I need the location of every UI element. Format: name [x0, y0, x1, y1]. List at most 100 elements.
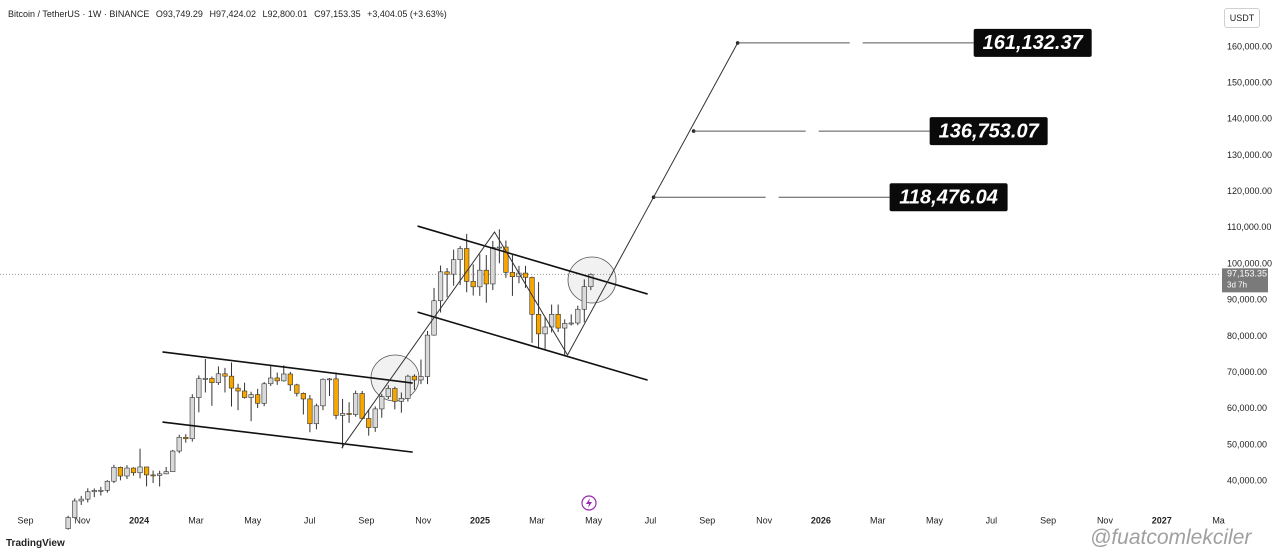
candle-body: [581, 286, 587, 310]
candle-body: [405, 375, 411, 399]
target-box: [929, 117, 1048, 146]
candle-body: [91, 490, 97, 493]
candle-body: [366, 418, 372, 428]
candle-body: [300, 393, 306, 400]
candle-body: [189, 397, 195, 440]
candle-body: [549, 314, 555, 328]
target-label: 161,132.37: [983, 32, 1084, 54]
candle-body: [575, 308, 581, 324]
candle-body: [562, 323, 568, 329]
x-tick-label: Nov: [415, 515, 432, 525]
candle-body: [255, 394, 261, 404]
y-tick-label: 140,000.00: [1227, 114, 1272, 124]
change: +3,404.05 (+3.63%): [367, 9, 447, 19]
trendline: [417, 311, 648, 381]
x-tick-label: Mar: [188, 515, 204, 525]
x-tick-label: Mar: [870, 515, 886, 525]
last-price-badge: [1222, 268, 1268, 293]
candle-body: [496, 246, 502, 249]
candle-body: [235, 387, 241, 392]
currency-button[interactable]: USDT: [1224, 8, 1260, 28]
low: L92,800.01: [262, 9, 308, 19]
candle-body: [326, 378, 333, 381]
candle-body: [372, 408, 378, 428]
x-tick-label: Jul: [304, 515, 316, 525]
candle-body: [437, 271, 444, 302]
candle-body: [183, 436, 189, 440]
candle-body: [320, 378, 326, 407]
x-tick-label: Nov: [756, 515, 773, 525]
candle-body: [555, 314, 561, 329]
candle-body: [418, 376, 424, 381]
x-tick-label: May: [926, 515, 944, 525]
close: C97,153.35: [314, 9, 361, 19]
projection-path: [341, 42, 739, 449]
x-tick-label: Mar: [529, 515, 545, 525]
event-icon-bolt: [586, 498, 592, 508]
trendline: [417, 225, 648, 295]
plot: 40,000.00 50,000.00 60,000.00 70,000.00 80,0…: [0, 28, 1272, 530]
candle-body: [98, 489, 104, 492]
candle-body: [353, 393, 359, 415]
candle-body: [137, 466, 143, 474]
candle-body: [313, 405, 320, 425]
candle-body: [228, 375, 235, 389]
x-tick-label: 2024: [129, 515, 149, 525]
candle-body: [209, 378, 215, 383]
y-tick-label: 90,000.00: [1227, 295, 1267, 305]
candle-body: [202, 378, 208, 380]
x-tick-label: Sep: [358, 515, 374, 525]
candle-body: [333, 378, 339, 416]
candle-body: [196, 378, 202, 398]
y-tick-label: 100,000.00: [1227, 258, 1272, 268]
candle-body: [477, 269, 483, 288]
x-tick-label: Nov: [74, 515, 91, 525]
trendline: [162, 351, 413, 384]
y-tick-label: 110,000.00: [1227, 222, 1271, 232]
candle-body: [287, 373, 293, 386]
last-price-label: 97,153.35: [1227, 269, 1267, 279]
candle-body: [509, 272, 516, 278]
high: H97,424.02: [209, 9, 256, 19]
header: Bitcoin / TetherUS · 1W · BINANCE O93,74…: [8, 9, 451, 19]
target-box: [973, 28, 1092, 57]
brand[interactable]: TradingView: [6, 538, 65, 549]
open: O93,749.29: [155, 9, 203, 19]
candle-body: [346, 413, 352, 415]
x-tick-label: Jul: [986, 515, 998, 525]
x-tick-label: Sep: [18, 515, 34, 525]
target-box: [889, 183, 1008, 212]
x-tick-label: May: [244, 515, 262, 525]
y-tick-label: 120,000.00: [1227, 186, 1272, 196]
candle-body: [85, 491, 91, 500]
candle-body: [65, 517, 71, 529]
candle-body: [78, 498, 84, 502]
y-tick-label: 130,000.00: [1227, 150, 1272, 160]
target-label: 136,753.07: [939, 120, 1040, 142]
x-tick-label: 2025: [470, 515, 490, 525]
candle-body: [503, 246, 509, 273]
event-icon[interactable]: [581, 495, 597, 511]
candle-body: [451, 259, 457, 275]
y-tick-label: 50,000.00: [1227, 439, 1267, 449]
x-tick-label: 2026: [811, 515, 831, 525]
candle-body: [522, 272, 529, 278]
candle-body: [163, 471, 169, 475]
trendline: [162, 421, 413, 453]
symbol: Bitcoin / TetherUS · 1W · BINANCE: [8, 9, 150, 19]
candle-body: [124, 467, 130, 477]
target-label: 118,476.04: [899, 186, 998, 208]
candle-body: [215, 373, 222, 383]
candle-body: [392, 388, 398, 402]
y-tick-label: 150,000.00: [1227, 78, 1272, 88]
y-tick-label: 80,000.00: [1227, 331, 1267, 341]
candle-body: [268, 377, 274, 385]
candle-body: [424, 334, 431, 377]
candle-body: [150, 474, 156, 477]
candle-body: [359, 393, 365, 419]
y-tick-label: 160,000.00: [1227, 41, 1272, 51]
candle-body: [157, 473, 163, 476]
candle-body: [72, 500, 78, 518]
countdown: 3d 7h: [1227, 280, 1247, 289]
x-tick-label: Sep: [1040, 515, 1056, 525]
